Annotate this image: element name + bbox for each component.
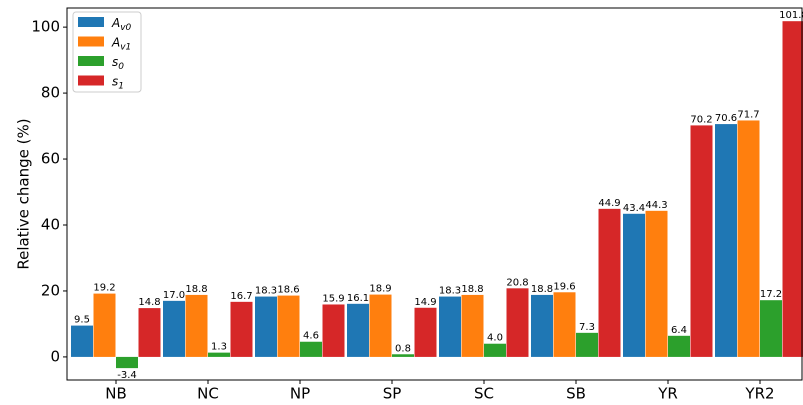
x-tick-label: NC (197, 385, 219, 403)
x-tick-label: SP (383, 385, 402, 403)
bar (71, 325, 93, 357)
value-label: 1.3 (211, 342, 227, 353)
value-label: 6.4 (671, 325, 687, 336)
value-label: 18.8 (185, 284, 207, 295)
legend-box (72, 11, 142, 93)
value-label: 18.3 (439, 286, 461, 297)
bar (93, 293, 116, 357)
value-label: 70.2 (690, 114, 712, 125)
value-label: 101.8 (779, 10, 803, 21)
legend-label: s0 (112, 55, 124, 72)
bar (484, 343, 506, 357)
value-label: 15.9 (322, 293, 344, 304)
bar (300, 341, 322, 357)
legend: Av0 Av1 s0 s1 (72, 11, 142, 93)
legend-label: s1 (112, 74, 124, 91)
bar (230, 301, 253, 357)
bar (347, 303, 369, 357)
legend-swatch (78, 36, 104, 47)
x-tick-label: YR (657, 385, 678, 403)
bar (185, 294, 208, 357)
bar (414, 307, 437, 357)
x-tick-label: NP (290, 385, 310, 403)
bar (576, 332, 598, 357)
bar (531, 294, 553, 357)
bar (322, 304, 345, 357)
bar (255, 296, 277, 357)
bar (116, 356, 138, 369)
legend-label: Av1 (111, 35, 131, 52)
value-label: 16.7 (230, 291, 252, 302)
bar (715, 124, 737, 357)
plot-frame (66, 7, 803, 381)
y-tick-label: 80 (41, 84, 60, 102)
bar (392, 354, 414, 357)
value-label: 18.3 (255, 286, 277, 297)
y-tick-label: 40 (41, 216, 60, 234)
value-label: 0.8 (395, 343, 411, 354)
bar (760, 300, 782, 357)
bar (208, 352, 230, 357)
bar (163, 300, 185, 357)
x-tick-label: SB (566, 385, 586, 403)
y-tick-label: 20 (41, 281, 60, 299)
value-label: 20.8 (506, 277, 528, 288)
legend-swatch (78, 75, 104, 86)
x-tick-label: YR2 (744, 385, 774, 403)
value-label: 18.9 (369, 284, 391, 295)
value-label: 4.0 (487, 333, 503, 344)
x-tick-label: NB (105, 385, 127, 403)
bar (645, 210, 668, 357)
bar (690, 125, 713, 357)
value-label: 19.2 (93, 283, 115, 294)
bar (138, 308, 161, 357)
value-label: 18.8 (461, 284, 483, 295)
legend-label: Av0 (111, 16, 132, 33)
value-label: 4.6 (303, 331, 319, 342)
value-label: 18.6 (277, 285, 299, 296)
bar (439, 296, 461, 357)
value-label: 19.6 (553, 281, 575, 292)
value-label: 17.0 (163, 290, 185, 301)
bar (782, 21, 803, 357)
y-tick-label: 60 (41, 150, 60, 168)
legend-swatch (78, 17, 104, 27)
value-label: 14.8 (138, 297, 160, 308)
bar (623, 213, 645, 357)
bar (668, 335, 690, 357)
value-label: 7.3 (579, 322, 595, 333)
value-label: 9.5 (74, 315, 90, 326)
bar (277, 295, 300, 357)
value-label: -3.4 (117, 370, 137, 381)
value-label: 71.7 (737, 109, 759, 120)
y-tick-label: 0 (50, 347, 60, 365)
value-label: 70.6 (715, 113, 737, 124)
bar (369, 294, 392, 357)
bar (506, 288, 529, 357)
value-label: 43.4 (623, 203, 645, 214)
bar (553, 292, 576, 357)
value-label: 44.3 (645, 200, 667, 211)
value-label: 44.9 (598, 198, 620, 209)
bar (737, 120, 760, 357)
value-label: 14.9 (414, 297, 436, 308)
value-label: 16.1 (347, 293, 369, 304)
y-tick-label: 100 (31, 18, 60, 36)
plot-area: 9.519.2-3.414.817.018.81.316.7 18.3 18.64.… (71, 10, 803, 381)
value-label: 18.8 (531, 284, 553, 295)
y-axis-label: Relative change (%) (15, 118, 33, 269)
bar (461, 294, 484, 357)
legend-swatch (78, 56, 104, 66)
value-label: 17.2 (760, 289, 782, 300)
bar (598, 208, 621, 357)
x-tick-label: SC (474, 385, 494, 403)
